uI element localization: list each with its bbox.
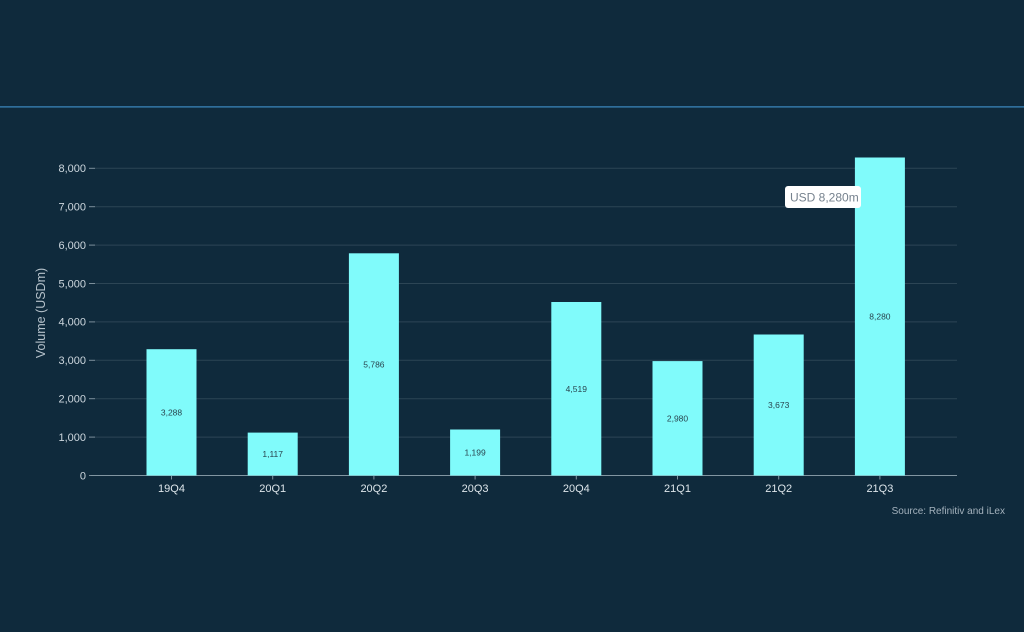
svg-text:20Q3: 20Q3: [462, 483, 489, 495]
svg-text:3,000: 3,000: [58, 355, 86, 367]
svg-text:6,000: 6,000: [58, 240, 86, 252]
svg-text:20Q4: 20Q4: [563, 483, 590, 495]
svg-text:3,673: 3,673: [768, 400, 790, 410]
svg-text:8,280: 8,280: [869, 312, 891, 322]
svg-text:Source: Refinitiv and iLex: Source: Refinitiv and iLex: [892, 506, 1005, 517]
svg-text:Volume (USDm): Volume (USDm): [34, 268, 48, 358]
svg-text:20Q1: 20Q1: [259, 483, 286, 495]
svg-text:21Q2: 21Q2: [765, 483, 792, 495]
svg-text:4,000: 4,000: [58, 317, 86, 329]
svg-text:5,000: 5,000: [58, 278, 86, 290]
svg-text:1,117: 1,117: [262, 449, 283, 459]
svg-text:3,288: 3,288: [161, 407, 183, 417]
svg-text:21Q3: 21Q3: [866, 483, 893, 495]
svg-text:0: 0: [80, 470, 86, 482]
svg-text:20Q2: 20Q2: [360, 483, 387, 495]
svg-text:2,000: 2,000: [58, 394, 86, 406]
svg-text:7,000: 7,000: [58, 202, 86, 214]
svg-text:8,000: 8,000: [58, 163, 86, 175]
svg-text:21Q1: 21Q1: [664, 483, 691, 495]
svg-text:1,199: 1,199: [464, 448, 486, 458]
svg-text:19Q4: 19Q4: [158, 483, 185, 495]
svg-text:5,786: 5,786: [363, 360, 385, 370]
svg-text:USD 8,280m: USD 8,280m: [790, 191, 859, 205]
svg-text:4,519: 4,519: [566, 384, 588, 394]
svg-text:2,980: 2,980: [667, 413, 689, 423]
svg-text:1,000: 1,000: [58, 432, 86, 444]
